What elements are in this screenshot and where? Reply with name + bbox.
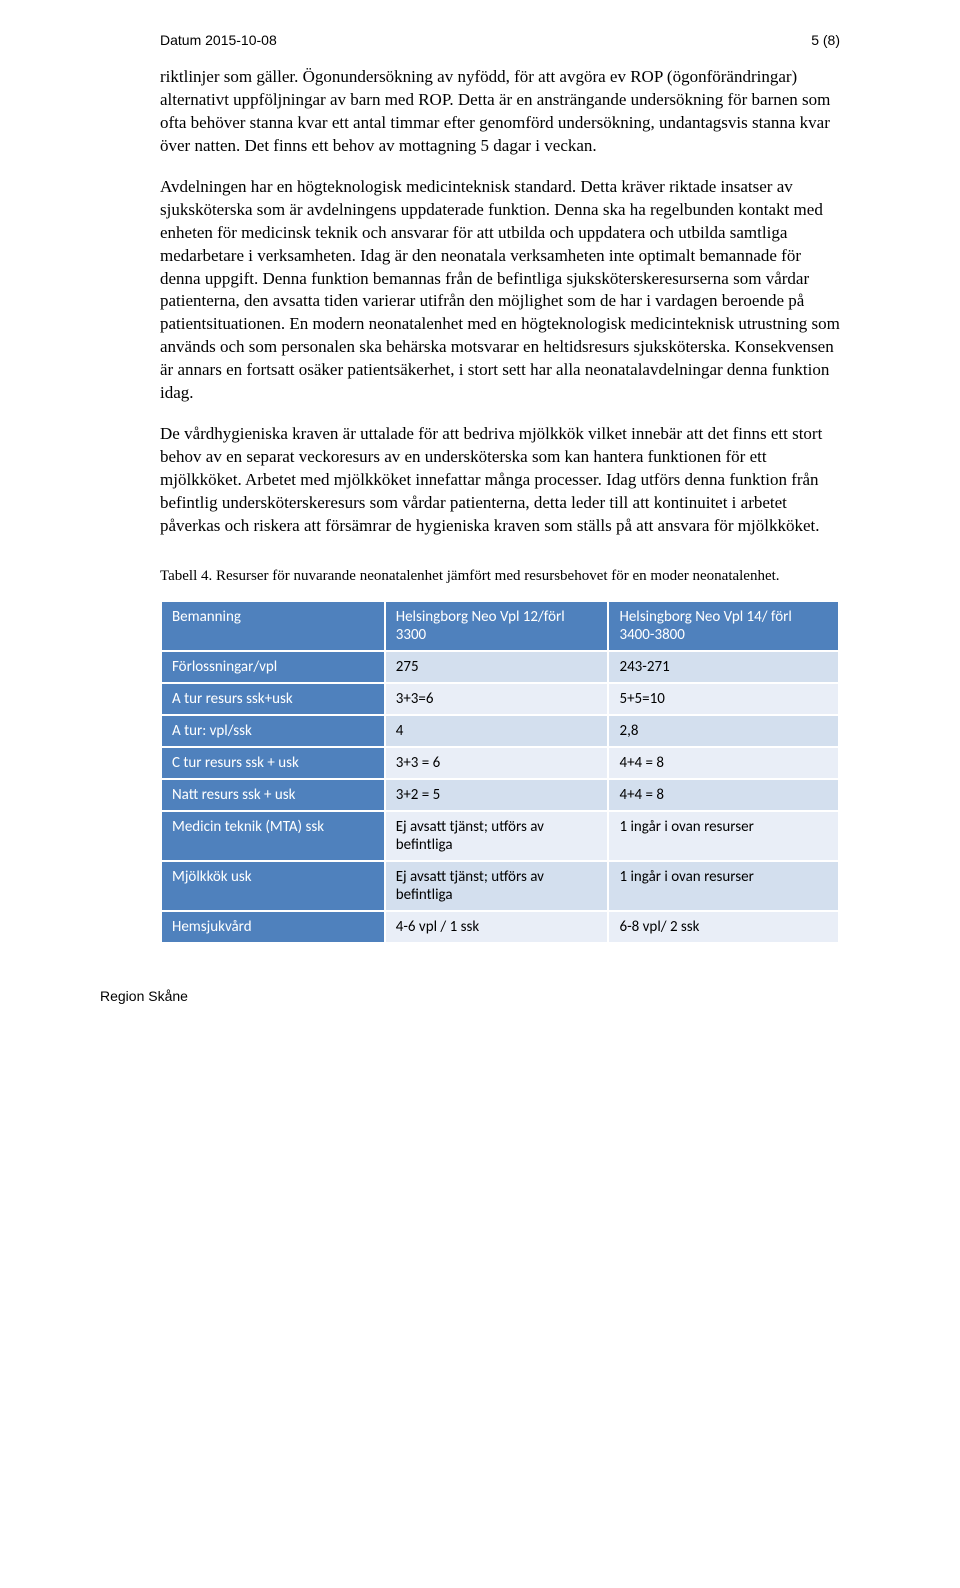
row-cell-1: 275 [385, 651, 609, 683]
table-row: Hemsjukvård4-6 vpl / 1 ssk6-8 vpl/ 2 ssk [161, 911, 839, 943]
row-cell-1: 4-6 vpl / 1 ssk [385, 911, 609, 943]
body-text: riktlinjer som gäller. Ögonundersökning … [160, 66, 840, 538]
resources-table: Bemanning Helsingborg Neo Vpl 12/förl 33… [160, 600, 840, 944]
row-label: Natt resurs ssk + usk [161, 779, 385, 811]
table-row: C tur resurs ssk + usk3+3 = 64+4 = 8 [161, 747, 839, 779]
table-caption: Tabell 4. Resurser för nuvarande neonata… [160, 566, 840, 586]
paragraph-2: Avdelningen har en högteknologisk medici… [160, 176, 840, 405]
table-col-0: Bemanning [161, 601, 385, 651]
row-cell-1: 3+3 = 6 [385, 747, 609, 779]
row-cell-2: 1 ingår i ovan resurser [608, 811, 839, 861]
row-label: Mjölkkök usk [161, 861, 385, 911]
row-cell-1: 4 [385, 715, 609, 747]
row-cell-1: 3+3=6 [385, 683, 609, 715]
paragraph-1: riktlinjer som gäller. Ögonundersökning … [160, 66, 840, 158]
table-row: Mjölkkök uskEj avsatt tjänst; utförs av … [161, 861, 839, 911]
row-label: Förlossningar/vpl [161, 651, 385, 683]
header-page-number: 5 (8) [811, 32, 840, 48]
row-cell-1: 3+2 = 5 [385, 779, 609, 811]
row-cell-2: 6-8 vpl/ 2 ssk [608, 911, 839, 943]
row-cell-2: 1 ingår i ovan resurser [608, 861, 839, 911]
table-row: Natt resurs ssk + usk3+2 = 54+4 = 8 [161, 779, 839, 811]
table-col-2: Helsingborg Neo Vpl 14/ förl 3400-3800 [608, 601, 839, 651]
row-label: Medicin teknik (MTA) ssk [161, 811, 385, 861]
row-label: C tur resurs ssk + usk [161, 747, 385, 779]
table-row: Förlossningar/vpl275243-271 [161, 651, 839, 683]
row-label: Hemsjukvård [161, 911, 385, 943]
row-cell-2: 4+4 = 8 [608, 747, 839, 779]
row-cell-2: 2,8 [608, 715, 839, 747]
row-cell-2: 5+5=10 [608, 683, 839, 715]
page: Datum 2015-10-08 5 (8) riktlinjer som gä… [0, 0, 960, 1044]
row-label: A tur resurs ssk+usk [161, 683, 385, 715]
row-cell-2: 4+4 = 8 [608, 779, 839, 811]
page-header: Datum 2015-10-08 5 (8) [160, 32, 840, 48]
row-cell-2: 243-271 [608, 651, 839, 683]
table-header-row: Bemanning Helsingborg Neo Vpl 12/förl 33… [161, 601, 839, 651]
table-row: Medicin teknik (MTA) sskEj avsatt tjänst… [161, 811, 839, 861]
footer: Region Skåne [100, 988, 840, 1004]
header-date: Datum 2015-10-08 [160, 32, 277, 48]
row-cell-1: Ej avsatt tjänst; utförs av befintliga [385, 811, 609, 861]
table-col-1: Helsingborg Neo Vpl 12/förl 3300 [385, 601, 609, 651]
table-row: A tur resurs ssk+usk3+3=65+5=10 [161, 683, 839, 715]
row-cell-1: Ej avsatt tjänst; utförs av befintliga [385, 861, 609, 911]
table-row: A tur: vpl/ssk42,8 [161, 715, 839, 747]
table-body: Förlossningar/vpl275243-271A tur resurs … [161, 651, 839, 943]
row-label: A tur: vpl/ssk [161, 715, 385, 747]
paragraph-3: De vårdhygieniska kraven är uttalade för… [160, 423, 840, 538]
